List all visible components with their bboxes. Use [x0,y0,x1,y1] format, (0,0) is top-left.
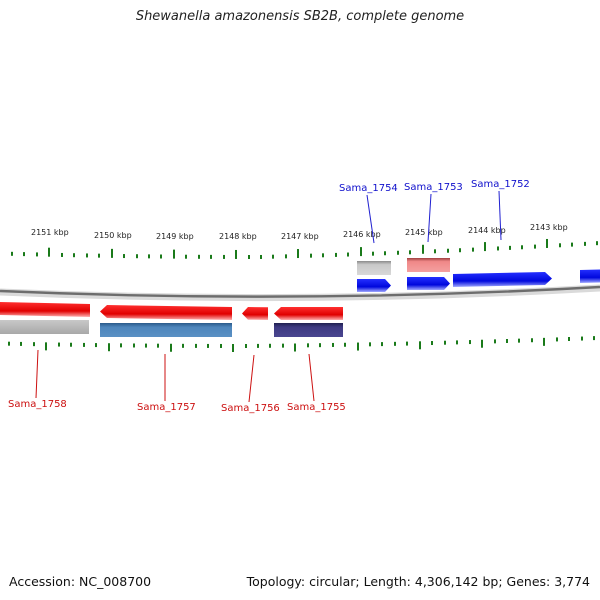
gene-sama-1756-arrow[interactable] [242,307,268,320]
gene-sama-1753-arrow[interactable] [407,277,450,290]
gene-sama-1754-arrow[interactable] [357,279,391,292]
leader-line [308,353,315,402]
ruler-label: 2148 kbp [219,232,257,241]
gene-label-sama-1758[interactable]: Sama_1758 [8,399,67,410]
feature-band-gray [357,261,391,275]
gene-sama-1757-arrow[interactable] [100,305,232,320]
leader-line [427,193,432,243]
genome-title: Shewanella amazonensis SB2B, complete ge… [135,9,465,24]
leader-line [248,354,255,403]
ruler-label: 2145 kbp [405,228,443,237]
genome-backbone-core [0,285,600,298]
ruler-label: 2144 kbp [468,226,506,235]
feature-band-gray [0,320,89,334]
ruler-label: 2151 kbp [31,228,69,237]
gene-label-sama-1755[interactable]: Sama_1755 [287,402,346,413]
gene-label-sama-1752[interactable]: Sama_1752 [471,179,530,190]
gene-sama-1755-arrow[interactable] [274,307,343,320]
gene-label-sama-1757[interactable]: Sama_1757 [137,402,196,413]
ruler-label: 2147 kbp [281,232,319,241]
gene-label-sama-1754[interactable]: Sama_1754 [339,183,398,194]
accession-text: Accession: NC_008700 [9,574,152,589]
ruler-label: 2149 kbp [156,232,194,241]
genome-summary-text: Topology: circular; Length: 4,306,142 bp… [246,574,590,589]
leader-line [366,194,375,244]
feature-band-purple [274,323,343,337]
gene-sama-1758-arrow[interactable] [0,302,90,317]
gene-sama-1752-arrow[interactable] [453,272,552,287]
ruler-label: 2146 kbp [343,230,381,239]
ruler-label: 2143 kbp [530,223,568,232]
ruler-ticks-top [11,238,598,259]
feature-band-steelblue [100,323,232,337]
ruler-ticks-bottom [8,336,595,352]
leader-line [498,190,502,241]
ruler-label: 2150 kbp [94,231,132,240]
gene-next-arrow[interactable] [580,269,600,284]
gene-label-sama-1753[interactable]: Sama_1753 [404,182,463,193]
feature-band-pink [407,258,450,272]
gene-label-sama-1756[interactable]: Sama_1756 [221,403,280,414]
leader-line [35,349,39,399]
